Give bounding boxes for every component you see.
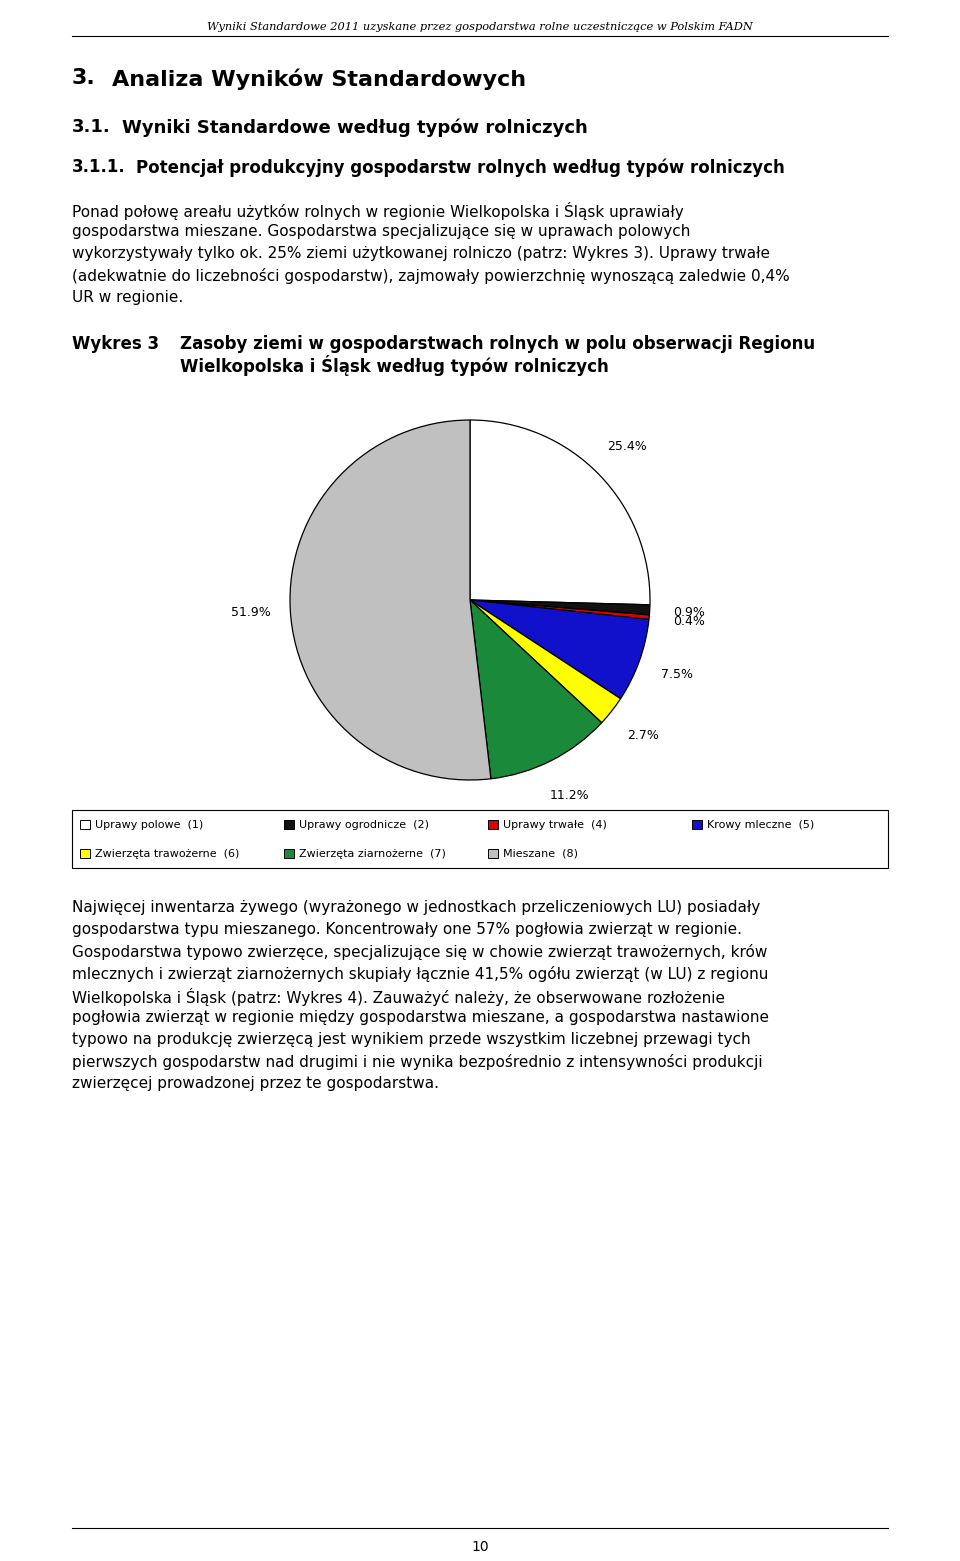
Text: mlecznych i zwierząt ziarnożernych skupiały łącznie 41,5% ogółu zwierząt (w LU) : mlecznych i zwierząt ziarnożernych skupi… xyxy=(72,966,768,982)
Text: Zasoby ziemi w gospodarstwach rolnych w polu obserwacji Regionu: Zasoby ziemi w gospodarstwach rolnych w … xyxy=(180,336,815,353)
Text: 0.4%: 0.4% xyxy=(673,615,705,628)
Text: 3.1.1.: 3.1.1. xyxy=(72,158,126,176)
Text: gospodarstwa typu mieszanego. Koncentrowały one 57% pogłowia zwierząt w regionie: gospodarstwa typu mieszanego. Koncentrow… xyxy=(72,923,742,937)
Wedge shape xyxy=(470,599,602,779)
Text: Uprawy ogrodnicze  (2): Uprawy ogrodnicze (2) xyxy=(299,820,429,829)
Text: Najwięcej inwentarza żywego (wyrażonego w jednostkach przeliczeniowych LU) posia: Najwięcej inwentarza żywego (wyrażonego … xyxy=(72,901,760,915)
Text: gospodarstwa mieszane. Gospodarstwa specjalizujące się w uprawach polowych: gospodarstwa mieszane. Gospodarstwa spec… xyxy=(72,223,690,239)
Text: Wyniki Standardowe według typów rolniczych: Wyniki Standardowe według typów rolniczy… xyxy=(122,119,588,136)
Text: Potencjał produkcyjny gospodarstw rolnych według typów rolniczych: Potencjał produkcyjny gospodarstw rolnyc… xyxy=(136,158,784,176)
Text: (adekwatnie do liczebności gospodarstw), zajmowały powierzchnię wynoszącą zaledw: (adekwatnie do liczebności gospodarstw),… xyxy=(72,268,790,284)
Wedge shape xyxy=(470,599,620,723)
Text: pogłowia zwierząt w regionie między gospodarstwa mieszane, a gospodarstwa nastaw: pogłowia zwierząt w regionie między gosp… xyxy=(72,1010,769,1026)
Text: 3.: 3. xyxy=(72,69,96,87)
Wedge shape xyxy=(470,420,650,604)
Text: 7.5%: 7.5% xyxy=(660,668,693,681)
Text: Wielkopolska i Śląsk według typów rolniczych: Wielkopolska i Śląsk według typów rolnic… xyxy=(180,354,609,376)
Text: Zwierzęta trawożerne  (6): Zwierzęta trawożerne (6) xyxy=(95,849,239,859)
Text: wykorzystywały tylko ok. 25% ziemi użytkowanej rolniczo (patrz: Wykres 3). Upraw: wykorzystywały tylko ok. 25% ziemi użytk… xyxy=(72,247,770,261)
Text: Wyniki Standardowe 2011 uzyskane przez gospodarstwa rolne uczestniczące w Polski: Wyniki Standardowe 2011 uzyskane przez g… xyxy=(207,22,753,31)
Text: Uprawy trwałe  (4): Uprawy trwałe (4) xyxy=(503,820,607,829)
Wedge shape xyxy=(470,599,649,699)
Text: Zwierzęta ziarnożerne  (7): Zwierzęta ziarnożerne (7) xyxy=(299,849,445,859)
Text: 0.9%: 0.9% xyxy=(673,606,706,618)
Text: 11.2%: 11.2% xyxy=(549,790,589,802)
Text: typowo na produkcję zwierzęcą jest wynikiem przede wszystkim liczebnej przewagi : typowo na produkcję zwierzęcą jest wynik… xyxy=(72,1032,751,1047)
Text: 10: 10 xyxy=(471,1541,489,1555)
Text: Wykres 3: Wykres 3 xyxy=(72,336,159,353)
Text: Wielkopolska i Śląsk (patrz: Wykres 4). Zauważyć należy, że obserwowane rozłożen: Wielkopolska i Śląsk (patrz: Wykres 4). … xyxy=(72,988,725,1005)
Text: Mieszane  (8): Mieszane (8) xyxy=(503,849,578,859)
Text: 3.1.: 3.1. xyxy=(72,119,110,136)
Wedge shape xyxy=(470,599,649,620)
Text: Analiza Wyników Standardowych: Analiza Wyników Standardowych xyxy=(112,69,526,89)
Text: 2.7%: 2.7% xyxy=(627,729,659,741)
Text: zwierzęcej prowadzonej przez te gospodarstwa.: zwierzęcej prowadzonej przez te gospodar… xyxy=(72,1076,439,1091)
Text: 51.9%: 51.9% xyxy=(231,606,271,620)
Wedge shape xyxy=(290,420,491,780)
Text: Ponad połowę areału użytków rolnych w regionie Wielkopolska i Śląsk uprawiały: Ponad połowę areału użytków rolnych w re… xyxy=(72,201,684,220)
Wedge shape xyxy=(470,599,650,615)
Text: Gospodarstwa typowo zwierzęce, specjalizujące się w chowie zwierząt trawożernych: Gospodarstwa typowo zwierzęce, specjaliz… xyxy=(72,944,767,960)
Text: Krowy mleczne  (5): Krowy mleczne (5) xyxy=(707,820,814,829)
Text: 25.4%: 25.4% xyxy=(608,440,647,453)
Text: UR w regionie.: UR w regionie. xyxy=(72,290,183,304)
Text: pierwszych gospodarstw nad drugimi i nie wynika bezpośrednio z intensywności pro: pierwszych gospodarstw nad drugimi i nie… xyxy=(72,1054,762,1069)
Text: Uprawy polowe  (1): Uprawy polowe (1) xyxy=(95,820,204,829)
